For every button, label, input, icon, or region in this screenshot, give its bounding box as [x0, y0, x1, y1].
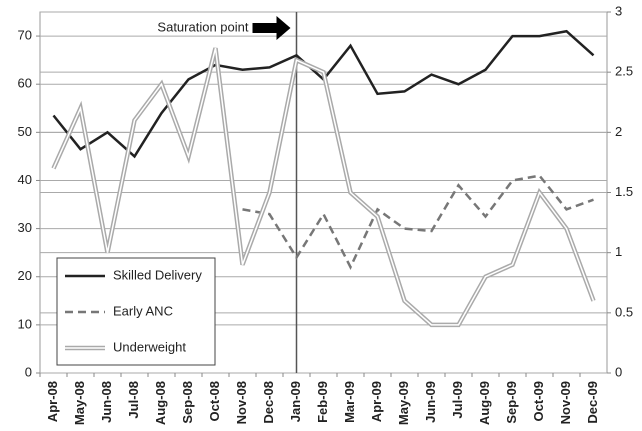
legend-label: Early ANC — [113, 303, 173, 318]
x-tick-label: Nov-08 — [234, 381, 249, 424]
x-tick-label: Dec-09 — [585, 381, 600, 424]
x-tick-label: Oct-09 — [531, 381, 546, 421]
x-tick-label: Aug-09 — [477, 381, 492, 425]
y2-tick-label: 3 — [615, 3, 622, 18]
y2-tick-label: 1.5 — [615, 184, 633, 199]
x-tick-label: Jul-09 — [450, 381, 465, 419]
y-tick-label: 70 — [18, 28, 32, 43]
y2-tick-label: 2 — [615, 124, 622, 139]
y-tick-label: 10 — [18, 316, 32, 331]
y2-tick-label: 1 — [615, 244, 622, 259]
x-tick-label: Mar-09 — [342, 381, 357, 423]
legend-label: Underweight — [113, 339, 186, 354]
x-tick-label: May-09 — [396, 381, 411, 425]
y2-tick-label: 2.5 — [615, 64, 633, 79]
x-tick-label: Apr-08 — [45, 381, 60, 422]
y2-tick-label: 0 — [615, 364, 622, 379]
x-tick-label: Sep-08 — [180, 381, 195, 424]
arrow — [252, 16, 291, 40]
y-tick-label: 60 — [18, 76, 32, 91]
x-tick-label: Aug-08 — [153, 381, 168, 425]
y-tick-label: 30 — [18, 220, 32, 235]
x-tick-label: Oct-08 — [207, 381, 222, 421]
x-tick-label: Jun-09 — [423, 381, 438, 423]
legend-label: Skilled Delivery — [113, 267, 202, 282]
x-tick-label: Jul-08 — [126, 381, 141, 419]
x-tick-label: Jan-09 — [288, 381, 303, 422]
y-tick-label: 50 — [18, 124, 32, 139]
x-tick-label: Sep-09 — [504, 381, 519, 424]
y2-tick-label: 0.5 — [615, 304, 633, 319]
x-tick-label: Jun-08 — [99, 381, 114, 423]
annotation: Saturation point — [157, 19, 248, 34]
series-line-inner — [52, 47, 595, 326]
x-tick-label: May-08 — [72, 381, 87, 425]
series-line — [242, 174, 594, 270]
y-tick-label: 20 — [18, 268, 32, 283]
x-tick-label: Apr-09 — [369, 381, 384, 422]
x-tick-label: Nov-09 — [558, 381, 573, 424]
y-tick-label: 0 — [25, 364, 32, 379]
x-tick-label: Dec-08 — [261, 381, 276, 424]
y-tick-label: 40 — [18, 172, 32, 187]
x-tick-label: Feb-09 — [315, 381, 330, 423]
